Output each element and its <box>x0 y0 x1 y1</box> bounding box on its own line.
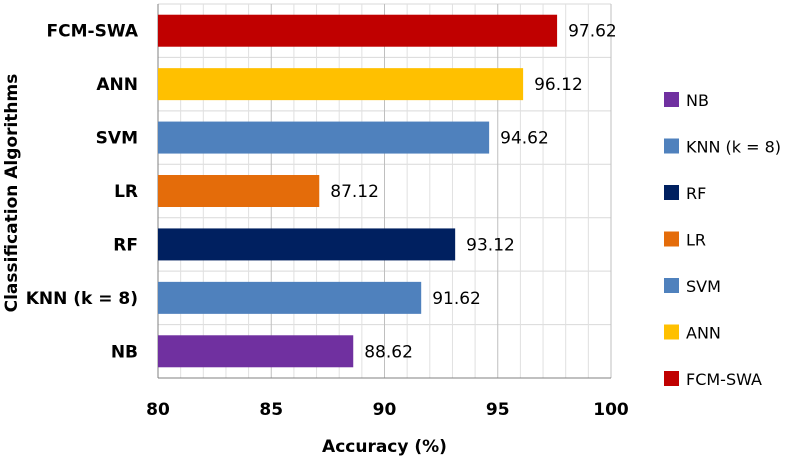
bar <box>158 281 422 314</box>
labels: NB 88.62 KNN (k = 8) 91.62 RF 93.12 LR 87.12 SVM… <box>26 22 629 420</box>
x-tick-label: 100 <box>593 400 629 420</box>
x-tick-label: 95 <box>486 400 510 420</box>
legend-label: FCM-SWA <box>686 370 762 389</box>
data-label: 93.12 <box>466 235 515 255</box>
legend-swatch <box>664 92 679 107</box>
legend-swatch <box>664 371 679 386</box>
y-axis-title: Classification Algorithms <box>2 74 22 313</box>
legend: NB KNN (k = 8) RF LR SVM ANN FCM-SWA <box>664 91 781 389</box>
legend-label: SVM <box>686 277 721 296</box>
bar <box>158 68 524 101</box>
legend-swatch <box>664 231 679 247</box>
bars <box>158 14 558 368</box>
data-label: 87.12 <box>330 182 379 202</box>
category-label: KNN (k = 8) <box>26 289 138 309</box>
bar <box>158 228 456 261</box>
category-label: LR <box>114 182 138 202</box>
category-label: ANN <box>96 75 138 95</box>
legend-label: RF <box>686 184 706 203</box>
data-label: 97.62 <box>568 22 617 42</box>
category-label: SVM <box>96 129 138 149</box>
x-tick-label: 85 <box>259 400 283 420</box>
data-label: 88.62 <box>364 342 413 362</box>
legend-swatch <box>664 278 679 293</box>
legend-swatch <box>664 138 679 154</box>
bar <box>158 121 490 154</box>
legend-label: KNN (k = 8) <box>686 138 781 157</box>
data-label: 96.12 <box>534 75 583 95</box>
x-tick-label: 90 <box>373 400 397 420</box>
bar <box>158 175 320 207</box>
category-label: RF <box>113 235 138 255</box>
legend-swatch <box>664 185 679 200</box>
bar <box>158 14 558 47</box>
bar <box>158 335 354 368</box>
legend-label: LR <box>686 231 706 250</box>
legend-label: ANN <box>686 324 721 343</box>
data-label: 91.62 <box>432 289 481 309</box>
data-label: 94.62 <box>500 129 549 149</box>
category-label: FCM-SWA <box>47 22 139 42</box>
x-axis-title: Accuracy (%) <box>322 437 447 457</box>
category-label: NB <box>111 342 138 362</box>
x-tick-label: 80 <box>146 400 170 420</box>
legend-label: NB <box>686 91 709 110</box>
legend-swatch <box>664 324 679 340</box>
